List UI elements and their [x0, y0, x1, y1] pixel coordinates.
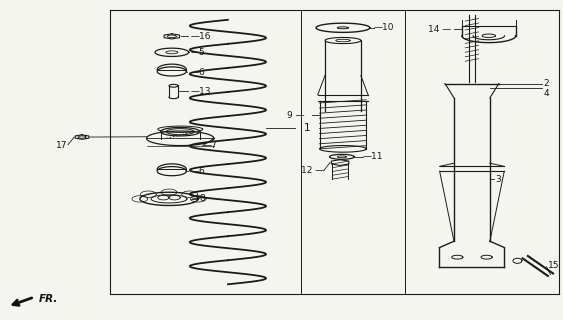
Text: —16: —16 — [190, 32, 211, 41]
Text: —6: —6 — [190, 68, 205, 77]
Text: 3: 3 — [495, 175, 501, 184]
Text: 4: 4 — [543, 89, 549, 98]
Text: —5: —5 — [190, 48, 205, 57]
Text: —8: —8 — [191, 194, 206, 204]
Text: 15: 15 — [548, 261, 559, 270]
Text: 1: 1 — [303, 123, 310, 133]
Text: —7: —7 — [203, 141, 217, 150]
Text: —6: —6 — [190, 167, 205, 176]
Text: 14 —: 14 — — [428, 25, 452, 34]
Text: 12 —: 12 — — [301, 166, 325, 175]
Text: 9 —: 9 — — [287, 111, 305, 120]
Text: 17: 17 — [56, 141, 67, 150]
Text: —10: —10 — [374, 23, 394, 32]
Text: —13: —13 — [190, 87, 211, 96]
Text: 2: 2 — [543, 79, 549, 88]
Text: FR.: FR. — [39, 293, 58, 304]
Text: —11: —11 — [363, 152, 383, 161]
